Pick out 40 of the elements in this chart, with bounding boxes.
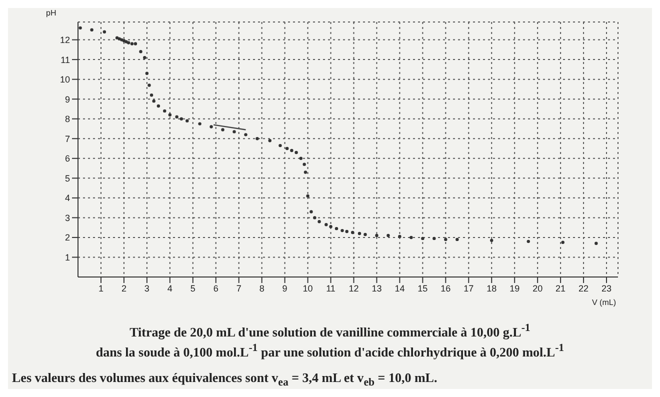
x-tick-label: 18 bbox=[486, 283, 497, 294]
x-tick-label: 7 bbox=[236, 283, 242, 294]
text: Titrage de 20,0 mL d'une solution de vanilline commerciale à 10,00 g.L$^{-1}$ bbox=[128, 321, 532, 340]
x-tick-label: 2 bbox=[121, 283, 126, 294]
y-tick-label: 3 bbox=[64, 212, 70, 223]
x-tick-label: 17 bbox=[464, 283, 474, 294]
y-tick-label: 6 bbox=[64, 154, 70, 164]
y-tick-label: 12 bbox=[60, 34, 70, 45]
x-tick-label: 10 bbox=[302, 283, 313, 294]
x-tick-label: 3 bbox=[144, 283, 150, 294]
x-tick-label: 1 bbox=[98, 283, 104, 294]
y-tick-label: 11 bbox=[60, 54, 70, 65]
x-tick-label: 14 bbox=[394, 283, 405, 294]
x-tick-label: 5 bbox=[190, 283, 196, 294]
x-tick-label: 4 bbox=[167, 283, 172, 294]
text: Les valeurs des volumes aux équivalences sont v$_{ea}$ = 3,4 mL et v$_{eb}$ = 10,0 mL. bbox=[12, 370, 438, 389]
x-axis-title: V (mL) bbox=[592, 298, 616, 307]
x-tick-label: 23 bbox=[602, 283, 612, 294]
x-tick-label: 8 bbox=[259, 283, 264, 294]
x-tick-label: 11 bbox=[326, 283, 336, 294]
y-tick-label: 10 bbox=[60, 74, 70, 85]
y-tick-label: 5 bbox=[64, 173, 70, 184]
x-tick-label: 9 bbox=[282, 283, 288, 294]
y-tick-label: 9 bbox=[64, 94, 70, 104]
y-axis-title: pH bbox=[46, 8, 56, 18]
x-tick-label: 22 bbox=[578, 283, 589, 294]
y-tick-label: 1 bbox=[64, 252, 70, 262]
y-tick-label: 2 bbox=[64, 232, 70, 243]
y-tick-label: 7 bbox=[64, 134, 70, 144]
x-tick-label: 20 bbox=[532, 283, 543, 294]
x-tick-label: 16 bbox=[440, 283, 451, 294]
x-tick-label: 6 bbox=[213, 283, 218, 294]
x-tick-label: 19 bbox=[510, 283, 520, 294]
x-tick-label: 15 bbox=[418, 283, 428, 294]
x-tick-label: 12 bbox=[348, 283, 359, 294]
x-tick-label: 21 bbox=[556, 283, 566, 294]
text: dans la soude à 0,100 mol.L$^{-1}$ par une solution d'acide chlorhydrique à 0,200 mol.L$^{-1}$ bbox=[94, 341, 566, 361]
x-tick-label: 13 bbox=[372, 283, 382, 294]
y-tick-label: 8 bbox=[64, 114, 70, 124]
y-tick-label: 4 bbox=[64, 193, 70, 204]
